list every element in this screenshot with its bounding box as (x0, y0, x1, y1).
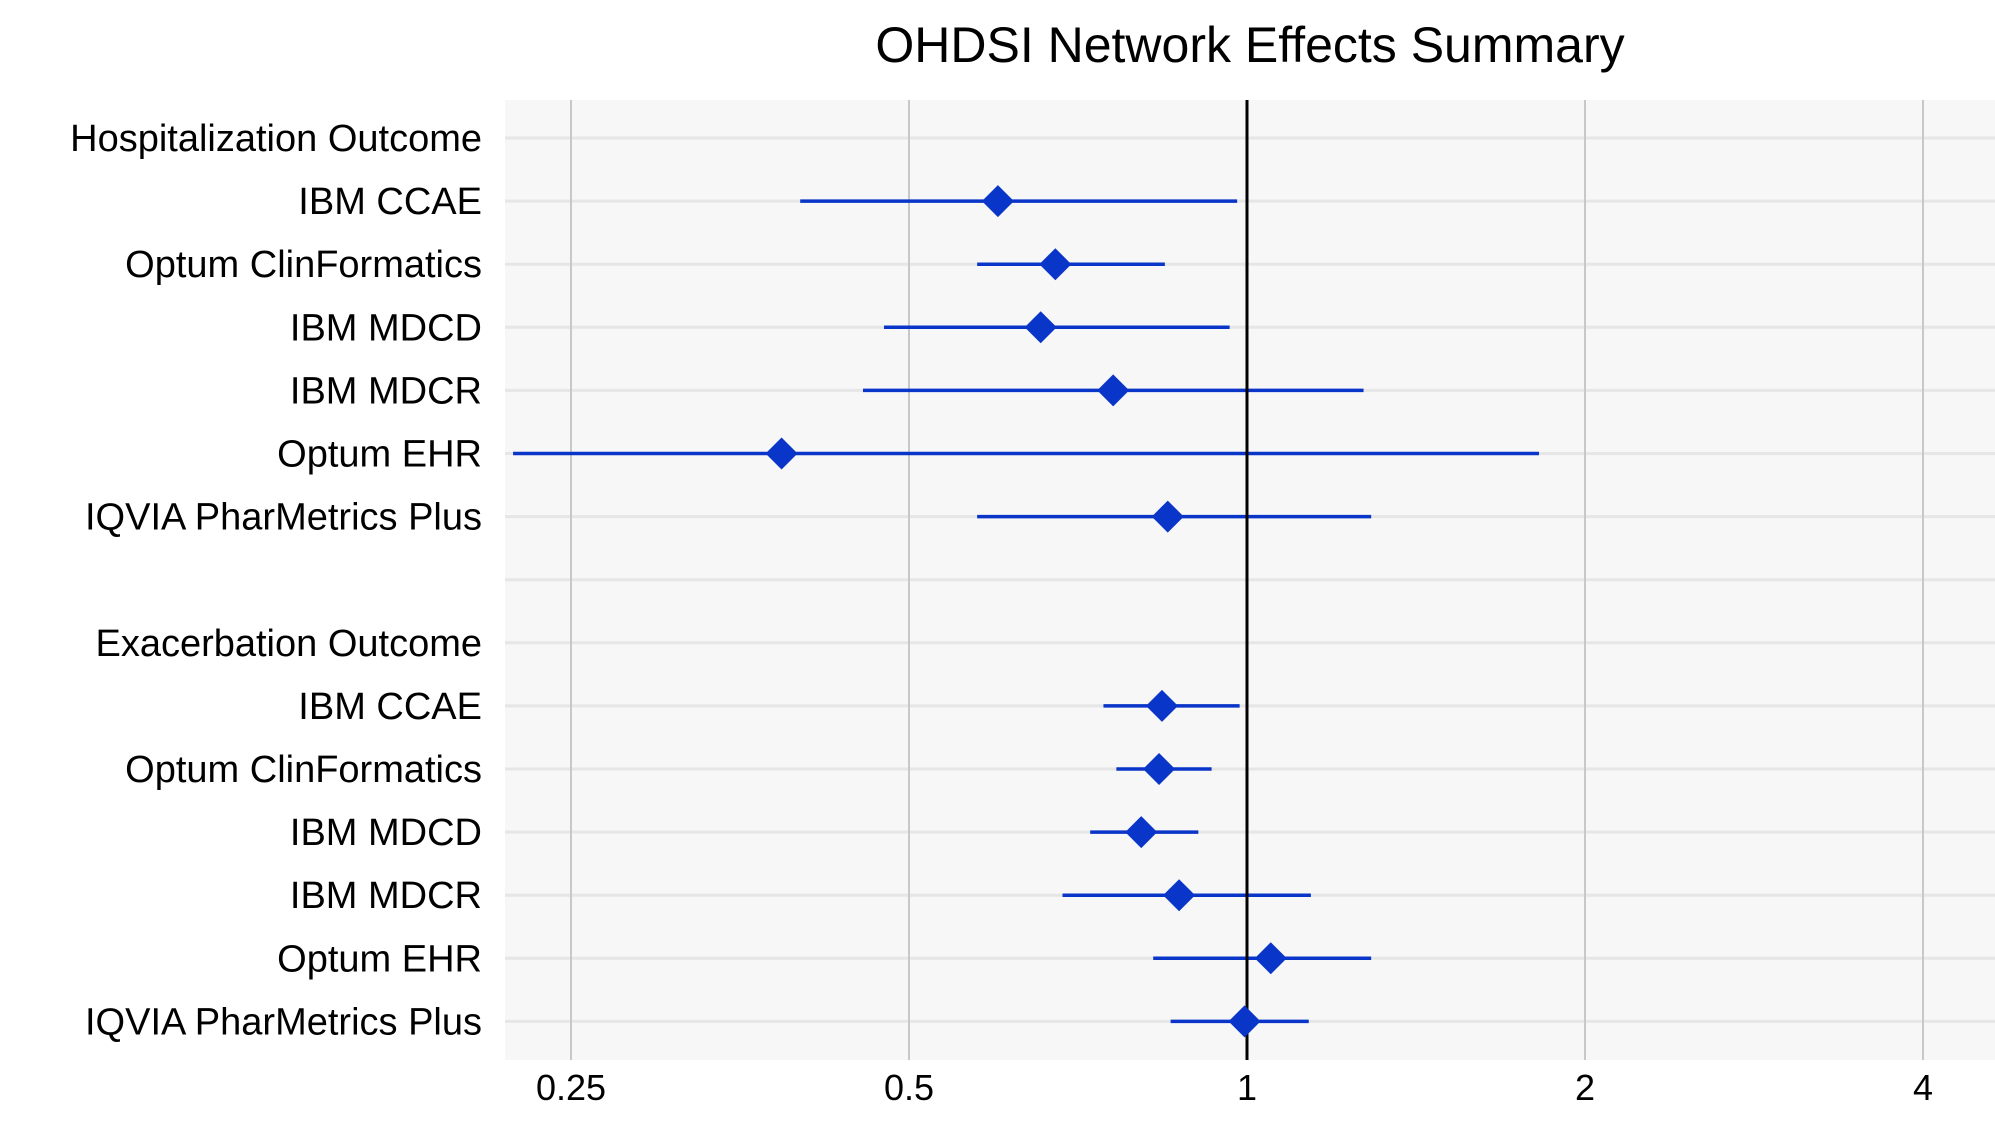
row-label: Optum EHR (277, 434, 482, 476)
point-estimate-marker (1254, 942, 1287, 975)
point-estimate-marker (1143, 753, 1176, 785)
x-tick-label: 0.5 (884, 1067, 934, 1108)
row-label: IBM MDCD (290, 812, 482, 854)
point-estimate-marker (1125, 816, 1158, 849)
group-header-label: Hospitalization Outcome (70, 118, 482, 160)
point-estimate-marker (765, 437, 798, 470)
row-label: IBM MDCR (290, 370, 482, 412)
x-tick-label: 0.25 (536, 1067, 606, 1108)
chart-title: OHDSI Network Effects Summary (875, 17, 1624, 73)
point-estimate-marker (1145, 689, 1178, 722)
point-estimate-marker (1024, 311, 1057, 344)
row-label: IBM CCAE (298, 686, 482, 728)
row-label: IBM MDCD (290, 307, 482, 349)
point-estimate-marker (1163, 879, 1196, 912)
row-label: Optum EHR (277, 938, 482, 980)
point-estimate-marker (1151, 500, 1184, 533)
point-estimate-marker (1097, 374, 1130, 407)
row-label: Optum ClinFormatics (125, 244, 482, 286)
point-estimate-marker (1228, 1005, 1261, 1038)
point-estimates (765, 185, 1287, 1038)
point-estimate-marker (1039, 248, 1072, 281)
row-label: IBM MDCR (290, 875, 482, 917)
x-axis-tick-labels: 0.25 0.5 1 2 4 (536, 1067, 1933, 1108)
row-label: IQVIA PharMetrics Plus (85, 1001, 482, 1043)
x-tick-label: 1 (1237, 1067, 1257, 1108)
row-labels: Hospitalization Outcome IBM CCAE Optum Cli… (70, 118, 482, 1043)
point-estimate-marker (981, 185, 1014, 218)
row-label: IBM CCAE (298, 181, 482, 223)
x-tick-label: 4 (1913, 1067, 1933, 1108)
row-label: Optum ClinFormatics (125, 749, 482, 791)
row-label: IQVIA PharMetrics Plus (85, 497, 482, 539)
group-header-label: Exacerbation Outcome (95, 623, 482, 665)
x-tick-label: 2 (1575, 1067, 1595, 1108)
